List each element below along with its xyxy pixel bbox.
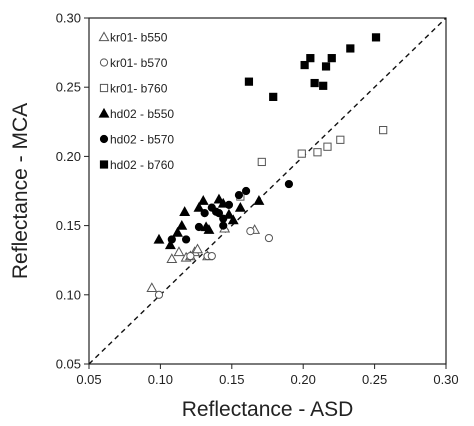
data-point bbox=[346, 44, 355, 53]
data-point bbox=[167, 235, 176, 244]
legend: kr01- b550 kr01- b570 kr01- b760 hd02 - b55… bbox=[98, 31, 174, 172]
data-point bbox=[323, 142, 332, 151]
x-tick-label: 0.15 bbox=[219, 372, 244, 387]
data-point bbox=[214, 209, 224, 218]
data-point bbox=[297, 149, 306, 158]
data-point bbox=[313, 148, 322, 157]
data-point bbox=[284, 179, 294, 189]
legend-label: kr01- b760 bbox=[110, 82, 168, 96]
series-4 bbox=[153, 193, 265, 250]
x-tick-label: 0.20 bbox=[291, 372, 316, 387]
data-point bbox=[306, 54, 315, 63]
data-point bbox=[172, 226, 183, 237]
data-point bbox=[246, 227, 255, 236]
data-point bbox=[234, 201, 246, 212]
legend-marker bbox=[99, 58, 109, 67]
legend-label: kr01- b550 bbox=[110, 31, 168, 45]
data-point bbox=[164, 239, 176, 250]
data-point bbox=[336, 135, 345, 144]
y-tick-label: 0.15 bbox=[56, 218, 81, 233]
legend-entry: kr01- b570 bbox=[99, 56, 168, 70]
legend-entry: kr01- b550 bbox=[98, 31, 168, 45]
data-point bbox=[153, 233, 165, 244]
data-point bbox=[227, 214, 239, 225]
x-tick-label: 0.10 bbox=[148, 372, 173, 387]
data-point bbox=[146, 282, 158, 293]
series-5 bbox=[167, 179, 294, 244]
data-point bbox=[203, 224, 215, 234]
legend-marker bbox=[99, 134, 109, 144]
data-point bbox=[264, 233, 274, 243]
data-points bbox=[146, 33, 388, 299]
y-tick-label: 0.25 bbox=[56, 80, 81, 95]
legend-entry: kr01- b760 bbox=[99, 82, 168, 96]
x-tick-label: 0.25 bbox=[362, 372, 387, 387]
one-to-one-line bbox=[88, 17, 447, 365]
data-point bbox=[213, 193, 225, 204]
legend-entry: hd02 - b550 bbox=[98, 107, 174, 121]
data-point bbox=[300, 60, 309, 70]
axes: 0.05 0.10 0.15 0.20 0.25 0.30 0.05 0.10 0.15 0.20… bbox=[56, 11, 459, 388]
x-axis-title: Reflectance - ASD bbox=[182, 398, 354, 421]
data-point bbox=[219, 214, 228, 223]
data-point bbox=[154, 290, 164, 299]
y-tick-label: 0.20 bbox=[56, 149, 81, 164]
data-point bbox=[379, 126, 388, 135]
legend-marker bbox=[98, 107, 110, 118]
x-tick-label: 0.05 bbox=[76, 372, 101, 387]
data-point bbox=[321, 62, 331, 71]
series-1 bbox=[146, 222, 261, 293]
data-point bbox=[310, 78, 319, 88]
legend-entry: hd02 - b570 bbox=[99, 133, 174, 147]
data-point bbox=[200, 209, 209, 218]
plot-frame bbox=[88, 17, 447, 365]
data-point bbox=[193, 201, 205, 212]
y-tick-label: 0.10 bbox=[56, 287, 81, 302]
legend-label: hd02 - b760 bbox=[110, 158, 174, 172]
data-point bbox=[186, 251, 195, 261]
legend-marker bbox=[98, 31, 110, 42]
y-tick-label: 0.30 bbox=[56, 11, 81, 26]
y-tick-label: 0.05 bbox=[56, 357, 81, 372]
legend-marker bbox=[99, 83, 109, 93]
series-2 bbox=[154, 227, 274, 299]
data-point bbox=[194, 222, 204, 232]
data-point bbox=[319, 81, 328, 90]
data-point bbox=[197, 195, 209, 205]
plot-area bbox=[88, 17, 447, 365]
x-tick-label: 0.30 bbox=[433, 372, 458, 387]
data-point bbox=[207, 251, 216, 261]
series-3 bbox=[236, 126, 388, 201]
data-point bbox=[371, 33, 381, 42]
data-point bbox=[244, 77, 254, 86]
legend-entry: hd02 - b760 bbox=[99, 158, 174, 172]
data-point bbox=[179, 206, 191, 216]
data-point bbox=[173, 246, 185, 257]
data-point bbox=[176, 219, 188, 230]
data-point bbox=[253, 195, 265, 205]
data-point bbox=[241, 186, 251, 196]
data-point bbox=[234, 191, 244, 200]
data-point bbox=[327, 54, 336, 63]
y-axis-title: Reflectance - MCA bbox=[9, 103, 32, 279]
data-point bbox=[257, 157, 266, 167]
data-point bbox=[192, 243, 203, 254]
series-6 bbox=[244, 33, 381, 101]
legend-marker bbox=[99, 160, 109, 169]
data-point bbox=[223, 208, 235, 219]
legend-label: kr01- b570 bbox=[110, 56, 168, 70]
data-point bbox=[166, 253, 178, 263]
data-point bbox=[219, 221, 228, 230]
legend-label: hd02 - b570 bbox=[110, 133, 174, 147]
legend-label: hd02 - b550 bbox=[110, 107, 174, 121]
data-point bbox=[269, 92, 278, 101]
data-point bbox=[182, 235, 191, 244]
data-point bbox=[224, 200, 234, 209]
